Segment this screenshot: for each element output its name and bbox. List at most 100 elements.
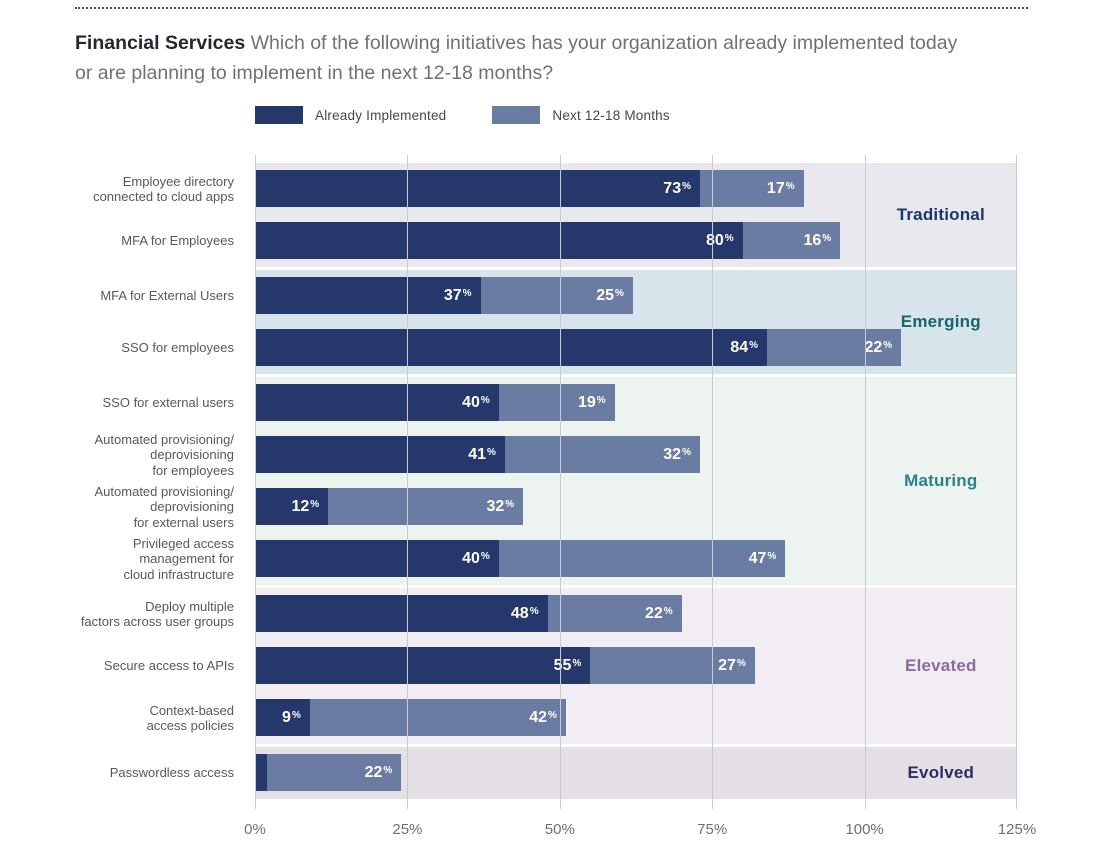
percent-sign: % xyxy=(767,550,777,562)
x-tick-label: 50% xyxy=(544,821,575,838)
gridline xyxy=(1016,155,1017,809)
x-tick-label: 25% xyxy=(392,821,423,838)
bar-implemented-segment: 80% xyxy=(255,222,743,259)
x-tick-label: 0% xyxy=(244,821,266,838)
group-bands: Traditional 73% 17% 80% 16% Emerging 37% 25% 84%… xyxy=(255,163,1017,802)
bar-implemented-segment: 55% xyxy=(255,647,591,684)
group-band-elevated: Elevated 48% 22% 55% 27% 9% 42% xyxy=(255,588,1017,744)
percent-sign: % xyxy=(596,394,606,406)
bar-next-segment: 17% xyxy=(700,170,804,207)
stacked-bar: 73% 17% xyxy=(255,170,1017,207)
category-label-row: Passwordless access xyxy=(75,747,245,799)
percent-sign: % xyxy=(480,550,490,562)
legend-swatch xyxy=(255,106,303,124)
category-label-row: SSO for employees xyxy=(75,322,245,374)
percent-sign: % xyxy=(736,657,746,669)
category-label-row: Automated provisioning/ deprovisioning f… xyxy=(75,481,245,533)
bar-row: 84% 22% xyxy=(255,322,1017,374)
group-label: Maturing xyxy=(904,471,978,490)
gridline xyxy=(255,155,256,809)
gridline xyxy=(864,155,866,809)
bar-value-label: 22% xyxy=(864,338,893,356)
stacked-bar: 40% 19% xyxy=(255,384,1017,421)
percent-sign: % xyxy=(883,339,893,351)
title-question: Which of the following initiatives has y… xyxy=(75,32,958,84)
category-label-row: MFA for Employees xyxy=(75,215,245,267)
page-title: Financial Services Which of the followin… xyxy=(75,28,965,88)
bar-value-label: 55% xyxy=(553,656,582,674)
bar-row: 73% 17% xyxy=(255,163,1017,215)
group-band-maturing: Maturing 40% 19% 41% 32% 12% 32% 40% 47% xyxy=(255,377,1017,585)
percent-sign: % xyxy=(480,394,490,406)
category-label: Employee directory connected to cloud ap… xyxy=(93,173,234,205)
x-tick-label: 75% xyxy=(697,821,728,838)
percent-sign: % xyxy=(785,180,795,192)
stacked-bar: 40% 47% xyxy=(255,540,1017,577)
bar-value-label: 22% xyxy=(645,604,673,622)
bar-value-label: 9% xyxy=(282,708,301,726)
bar-value-label: 27% xyxy=(718,656,746,674)
bar-row: 22%2% xyxy=(255,747,1017,799)
legend-item: Already Implemented xyxy=(255,106,446,124)
legend-swatch xyxy=(492,106,541,124)
bar-next-segment: 22% xyxy=(547,595,682,632)
bar-value-label: 47% xyxy=(748,549,777,567)
bar-implemented-segment: 40% xyxy=(255,540,499,577)
bar-implemented-segment: 84% xyxy=(255,329,768,366)
stacked-bar: 37% 25% xyxy=(255,277,1017,314)
category-label: MFA for Employees xyxy=(121,233,234,249)
group-band-emerging: Emerging 37% 25% 84% 22% xyxy=(255,270,1017,374)
group-label: Emerging xyxy=(900,312,981,331)
bar-value-label: 32% xyxy=(486,497,515,515)
category-label: MFA for External Users xyxy=(100,288,234,304)
gridline xyxy=(559,155,561,809)
category-label-row: Automated provisioning/ deprovisioning f… xyxy=(75,429,245,481)
bar-value-label: 42% xyxy=(529,708,557,726)
category-label: Secure access to APIs xyxy=(103,658,234,674)
bar-value-label: 84% xyxy=(730,338,759,356)
category-label-row: Context-based access policies xyxy=(75,692,245,744)
bar-implemented-segment: 48% xyxy=(255,595,548,632)
percent-sign: % xyxy=(572,657,582,669)
category-label: Automated provisioning/ deprovisioning f… xyxy=(94,483,234,530)
bar-value-label: 12% xyxy=(291,497,320,515)
bar-value-label: 17% xyxy=(766,179,795,197)
bar-implemented-segment: 41% xyxy=(255,436,505,473)
bar-next-segment: 42% xyxy=(309,699,566,736)
category-labels: Employee directory connected to cloud ap… xyxy=(75,163,245,799)
bar-row: 48% 22% xyxy=(255,588,1017,640)
bar-value-label: 32% xyxy=(663,445,691,463)
title-category: Financial Services xyxy=(75,32,246,54)
bar-value-label: 19% xyxy=(577,393,606,411)
stacked-bar: 80% 16% xyxy=(255,222,1017,259)
bar-implemented-segment: 12% xyxy=(255,488,329,525)
category-label-row: Employee directory connected to cloud ap… xyxy=(75,163,245,215)
percent-sign: % xyxy=(682,446,691,458)
bar-next-segment: 27% xyxy=(590,647,755,684)
percent-sign: % xyxy=(682,180,691,192)
bar-next-segment: 22% xyxy=(267,754,402,791)
category-label: Context-based access policies xyxy=(146,702,234,734)
percent-sign: % xyxy=(529,605,539,617)
bar-value-label: 16% xyxy=(803,231,832,249)
gridline xyxy=(407,155,409,809)
bar-value-label: 40% xyxy=(462,393,490,411)
legend-item: Next 12-18 Months xyxy=(492,106,670,124)
stacked-bar: 22%2% xyxy=(255,754,1017,791)
bar-value-label: 73% xyxy=(663,179,691,197)
stacked-bar: 55% 27% xyxy=(255,647,1017,684)
bar-row: 12% 32% xyxy=(255,481,1017,533)
group-label: Evolved xyxy=(907,763,975,782)
bar-row: 40% 19% xyxy=(255,377,1017,429)
bar-row: 41% 32% xyxy=(255,429,1017,481)
percent-sign: % xyxy=(383,764,393,776)
bar-implemented-segment: 9% xyxy=(255,699,310,736)
bar-next-segment: 22% xyxy=(767,329,902,366)
bar-next-segment: 32% xyxy=(504,436,700,473)
category-label-row: Privileged access management for cloud i… xyxy=(75,533,245,585)
group-label: Traditional xyxy=(896,205,985,224)
category-label-row: Deploy multiple factors across user grou… xyxy=(75,588,245,640)
legend: Already Implemented Next 12-18 Months xyxy=(255,106,670,124)
